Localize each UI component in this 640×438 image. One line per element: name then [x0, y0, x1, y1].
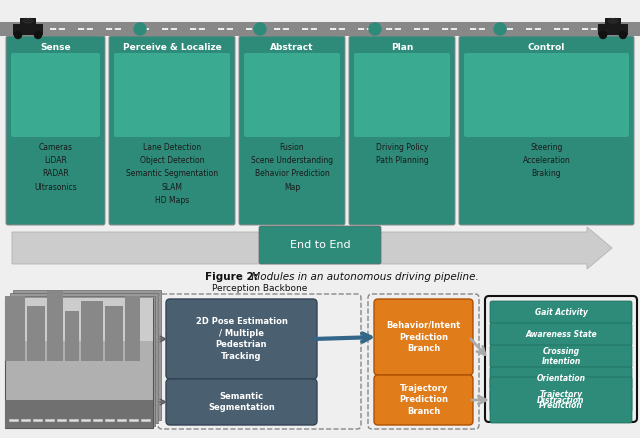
FancyBboxPatch shape	[354, 53, 450, 137]
Bar	[125, 296, 140, 361]
FancyBboxPatch shape	[114, 53, 230, 137]
FancyBboxPatch shape	[459, 36, 634, 225]
FancyBboxPatch shape	[239, 36, 345, 225]
Text: Driving Policy
Path Planning: Driving Policy Path Planning	[376, 143, 428, 165]
Text: Trajectory
Prediction: Trajectory Prediction	[539, 390, 583, 410]
Bar	[605, 18, 621, 26]
Bar	[5, 296, 25, 361]
Bar	[5, 400, 153, 428]
Circle shape	[369, 23, 381, 35]
Circle shape	[620, 32, 627, 39]
Text: Semantic
Segmentation: Semantic Segmentation	[208, 392, 275, 413]
Text: Awareness State: Awareness State	[525, 330, 597, 339]
Bar	[65, 311, 79, 361]
Text: Trajectory
Prediction
Branch: Trajectory Prediction Branch	[399, 384, 448, 416]
Bar	[5, 298, 153, 428]
Circle shape	[35, 32, 42, 39]
FancyBboxPatch shape	[490, 389, 632, 412]
Bar	[598, 24, 628, 35]
Text: Crossing
Intention: Crossing Intention	[541, 347, 580, 366]
Text: Distraction: Distraction	[538, 396, 585, 405]
Circle shape	[134, 23, 146, 35]
FancyBboxPatch shape	[244, 53, 340, 137]
Bar	[13, 24, 43, 35]
Bar	[47, 291, 63, 361]
Text: 2D Pose Estimation
/ Multiple
Pedestrian
Tracking: 2D Pose Estimation / Multiple Pedestrian…	[196, 317, 287, 361]
Bar	[20, 18, 36, 26]
Text: Plan: Plan	[391, 43, 413, 53]
Text: Steering
Acceleration
Braking: Steering Acceleration Braking	[523, 143, 570, 178]
FancyBboxPatch shape	[374, 375, 473, 425]
FancyBboxPatch shape	[490, 377, 632, 423]
Text: Abstract: Abstract	[270, 43, 314, 53]
Circle shape	[15, 32, 22, 39]
FancyBboxPatch shape	[11, 53, 100, 137]
Text: Sense: Sense	[40, 43, 71, 53]
Text: Perceive & Localize: Perceive & Localize	[123, 43, 221, 53]
FancyBboxPatch shape	[490, 301, 632, 324]
FancyBboxPatch shape	[109, 36, 235, 225]
Bar	[13, 290, 161, 420]
Circle shape	[254, 23, 266, 35]
FancyBboxPatch shape	[166, 299, 317, 379]
Text: Orientation: Orientation	[536, 374, 586, 383]
Bar	[105, 306, 123, 361]
Circle shape	[494, 23, 506, 35]
FancyBboxPatch shape	[490, 345, 632, 368]
Bar	[7, 296, 155, 426]
FancyBboxPatch shape	[349, 36, 455, 225]
Bar	[81, 301, 103, 361]
FancyBboxPatch shape	[259, 226, 381, 264]
FancyBboxPatch shape	[490, 367, 632, 390]
FancyArrow shape	[12, 227, 612, 269]
Text: Gait Activity: Gait Activity	[534, 308, 588, 317]
Text: Cameras
LiDAR
RADAR
Ultrasonics: Cameras LiDAR RADAR Ultrasonics	[34, 143, 77, 191]
FancyBboxPatch shape	[166, 379, 317, 425]
Bar	[0, 22, 640, 36]
FancyBboxPatch shape	[464, 53, 629, 137]
Bar	[27, 306, 45, 361]
Text: Lane Detection
Object Detection
Semantic Segmentation
SLAM
HD Maps: Lane Detection Object Detection Semantic…	[126, 143, 218, 205]
Bar	[5, 298, 153, 341]
Text: Behavior/Intent
Prediction
Branch: Behavior/Intent Prediction Branch	[387, 321, 461, 353]
FancyBboxPatch shape	[490, 323, 632, 346]
FancyBboxPatch shape	[374, 299, 473, 375]
Text: Perception Backbone: Perception Backbone	[212, 284, 307, 293]
Bar	[10, 293, 158, 423]
Text: Modules in an autonomous driving pipeline.: Modules in an autonomous driving pipelin…	[248, 272, 479, 282]
Text: Figure 2:: Figure 2:	[205, 272, 258, 282]
Text: Fusion
Scene Understanding
Behavior Prediction
Map: Fusion Scene Understanding Behavior Pred…	[251, 143, 333, 191]
Circle shape	[600, 32, 607, 39]
Text: Control: Control	[528, 43, 565, 53]
Text: End to End: End to End	[290, 240, 350, 250]
FancyBboxPatch shape	[6, 36, 105, 225]
